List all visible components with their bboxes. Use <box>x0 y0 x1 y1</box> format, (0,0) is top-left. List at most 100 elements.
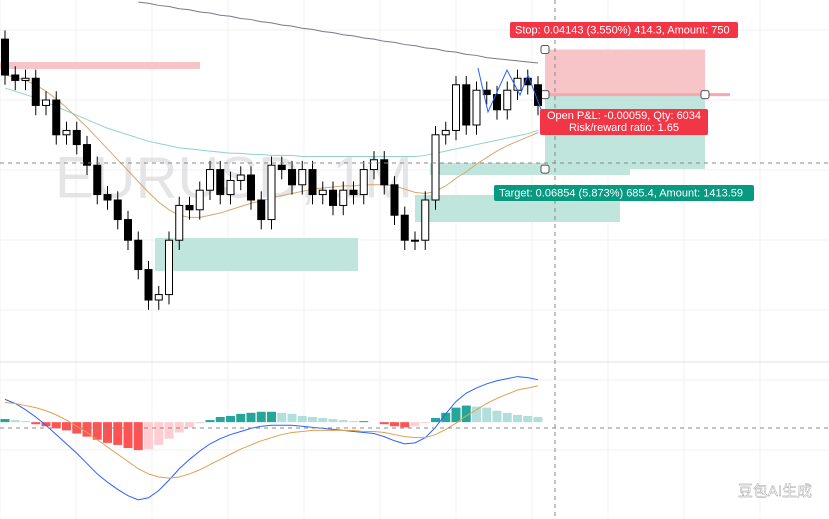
histogram-bar <box>256 411 266 423</box>
histogram-bar <box>236 413 246 423</box>
candle-body <box>534 84 542 106</box>
candle-body <box>1 38 9 76</box>
candle-body <box>31 77 40 106</box>
histogram-bar <box>461 405 471 423</box>
histogram-bar <box>349 421 358 423</box>
line-series <box>4 376 539 501</box>
histogram-bar <box>410 422 420 427</box>
target-label: Target: 0.06854 (5.873%) 685.4, Amount: … <box>499 187 743 199</box>
histogram-bar <box>62 422 71 431</box>
candle-body <box>21 77 30 81</box>
zone <box>0 62 200 69</box>
histogram-bar <box>328 419 338 423</box>
candle-body <box>421 199 430 241</box>
plot <box>0 1 543 501</box>
candle-body <box>165 239 173 296</box>
histogram-bar <box>513 414 522 423</box>
candle-body <box>236 174 245 181</box>
candle-body <box>339 189 348 206</box>
candle-body <box>390 184 399 216</box>
histogram-bar <box>287 413 297 423</box>
histogram-bar <box>123 422 133 449</box>
stop-label: Stop: 0.04143 (3.550%) 414.3, Amount: 75… <box>515 24 730 36</box>
candle-body <box>42 99 50 106</box>
candle-body <box>472 89 481 126</box>
histogram-bar <box>174 422 184 433</box>
histogram-bar <box>103 422 112 443</box>
histogram-bar <box>154 422 164 445</box>
candle-body <box>195 189 204 211</box>
histogram-bar <box>492 410 502 423</box>
histogram-bar <box>441 412 451 423</box>
candle-body <box>113 199 122 221</box>
candle-body <box>441 129 450 136</box>
candle-body <box>124 219 132 241</box>
watermark: 豆包AI生成 <box>738 483 812 500</box>
target-label-box <box>494 185 754 201</box>
histogram-bar <box>21 421 30 423</box>
histogram-bar <box>472 406 481 423</box>
candle-body <box>62 129 71 136</box>
histogram-bar <box>533 416 543 423</box>
histogram-bar <box>379 422 389 425</box>
candle-body <box>503 89 512 111</box>
histogram-bar <box>82 422 92 437</box>
candle-body <box>288 169 296 186</box>
candle-body <box>257 199 266 221</box>
stop-zone <box>545 49 705 95</box>
candle-body <box>72 129 81 146</box>
histogram-bar <box>482 407 492 423</box>
histogram-bar <box>10 420 20 423</box>
sketch-line <box>477 67 546 121</box>
pnl-label-box <box>540 109 708 135</box>
histogram-bar <box>195 422 205 424</box>
candle-body <box>523 77 532 86</box>
histogram-bar <box>308 416 317 423</box>
candle-body <box>83 144 91 166</box>
histogram-bar <box>297 415 307 423</box>
histogram-bar <box>215 416 225 423</box>
histogram-bar <box>31 422 41 425</box>
line-series <box>138 1 539 64</box>
handle <box>700 90 710 100</box>
candle-body <box>52 99 61 136</box>
histogram-bar <box>185 422 194 428</box>
candle-body <box>400 214 409 241</box>
candle-body <box>411 239 419 242</box>
candle-body <box>216 169 225 196</box>
candle-body <box>103 194 112 201</box>
watermark-title: EURUSD, 1M <box>55 145 413 210</box>
candle-body <box>185 204 194 211</box>
candle-body <box>359 169 368 196</box>
pnl-label: Open P&L: -0.00059, Qty: 6034 <box>547 110 701 122</box>
candle-body <box>380 159 389 186</box>
candle-body <box>175 204 184 241</box>
candle-body <box>134 239 143 271</box>
handle <box>540 164 550 174</box>
histogram-bar <box>400 422 410 428</box>
candle-body <box>308 169 317 196</box>
histogram-bar <box>164 422 174 439</box>
histogram-bar <box>451 407 461 423</box>
candle-body <box>267 164 276 221</box>
candle-body <box>154 294 163 301</box>
candle-body <box>452 84 460 131</box>
candle-body <box>11 74 20 81</box>
histogram-bar <box>144 422 153 450</box>
histogram-bar <box>502 412 512 423</box>
zone <box>155 238 358 271</box>
candle-body <box>144 269 153 301</box>
candle-body <box>298 169 307 186</box>
histogram-bar <box>246 412 256 423</box>
candle-body <box>431 134 440 201</box>
histogram-bar <box>41 422 51 427</box>
candle-body <box>513 77 522 91</box>
histogram-bar <box>523 415 533 423</box>
histogram-bar <box>277 412 287 423</box>
candle-body <box>370 159 378 171</box>
histogram-bar <box>359 421 369 423</box>
histogram-bar <box>133 422 143 451</box>
histogram-bar <box>420 422 430 424</box>
candle-body <box>318 189 327 196</box>
